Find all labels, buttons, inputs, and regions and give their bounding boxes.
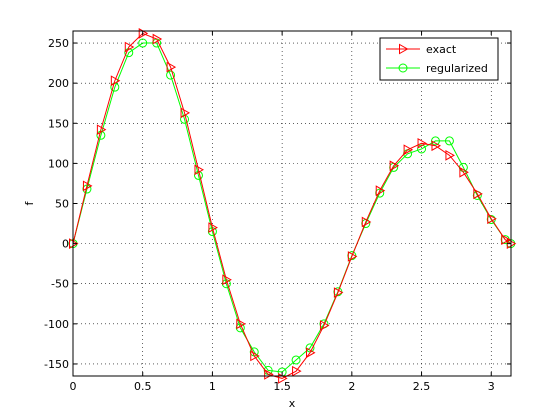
data-point (403, 144, 414, 156)
data-point (124, 48, 134, 58)
data-point (333, 287, 344, 298)
data-point (473, 188, 483, 200)
x-axis-label: x (289, 397, 296, 410)
x-tick-label: 3 (488, 380, 495, 393)
data-point (236, 318, 246, 330)
legend-entry-regularized: regularized (386, 62, 488, 75)
data-point (208, 222, 218, 233)
series-line-exact (72, 32, 512, 379)
data-point (194, 164, 204, 176)
data-point (459, 166, 469, 178)
series-line-regularized (72, 42, 512, 373)
data-point (431, 140, 442, 152)
x-tick-label: 2 (348, 380, 355, 393)
data-point (347, 251, 358, 262)
data-point (180, 107, 191, 119)
data-point (264, 369, 274, 380)
data-point (389, 160, 400, 172)
legend-marker (399, 43, 409, 55)
legend-entry-exact: exact (386, 43, 457, 56)
data-point (319, 320, 330, 331)
data-point (82, 180, 93, 192)
data-point (166, 61, 177, 73)
y-tick-label: -100 (44, 318, 69, 331)
x-tick-label: 0.5 (134, 380, 152, 393)
y-tick-label: 200 (48, 77, 69, 90)
data-point (222, 274, 232, 286)
legend-marker (398, 63, 408, 73)
y-tick-label: 150 (48, 117, 69, 130)
data-point (375, 185, 386, 197)
data-point (166, 70, 176, 80)
y-tick-label: 0 (62, 238, 69, 251)
y-tick-label: 250 (48, 37, 69, 50)
axis-ticks: 0 0.5 1 1.5 2 2.5 3 -150 -100 -50 0 50 100 150 200 250 (44, 31, 511, 393)
legend-label: exact (426, 43, 457, 56)
x-tick-label: 0 (70, 380, 77, 393)
data-point (445, 150, 455, 161)
y-tick-label: 100 (48, 157, 69, 170)
legend-label: regularized (426, 62, 488, 75)
data-point (417, 144, 427, 154)
data-point (361, 216, 372, 228)
series-exact (69, 28, 517, 384)
y-axis-label: f (23, 200, 36, 205)
data-point (152, 33, 163, 45)
y-tick-label: 50 (55, 198, 69, 211)
data-point (124, 41, 135, 53)
data-point (292, 365, 302, 377)
x-tick-label: 2.5 (413, 380, 431, 393)
data-point (501, 234, 511, 245)
data-point (444, 136, 454, 146)
data-point (250, 350, 260, 362)
y-tick-label: -150 (44, 358, 69, 371)
data-point (487, 213, 497, 225)
data-point (138, 38, 148, 48)
data-point (306, 347, 316, 359)
data-point (96, 124, 107, 136)
data-point (417, 137, 428, 149)
y-tick-label: -50 (51, 278, 69, 291)
x-tick-label: 1 (209, 380, 216, 393)
data-point (110, 75, 121, 87)
legend: exact regularized (379, 37, 499, 81)
x-tick-label: 1.5 (273, 380, 291, 393)
data-point (291, 355, 301, 365)
